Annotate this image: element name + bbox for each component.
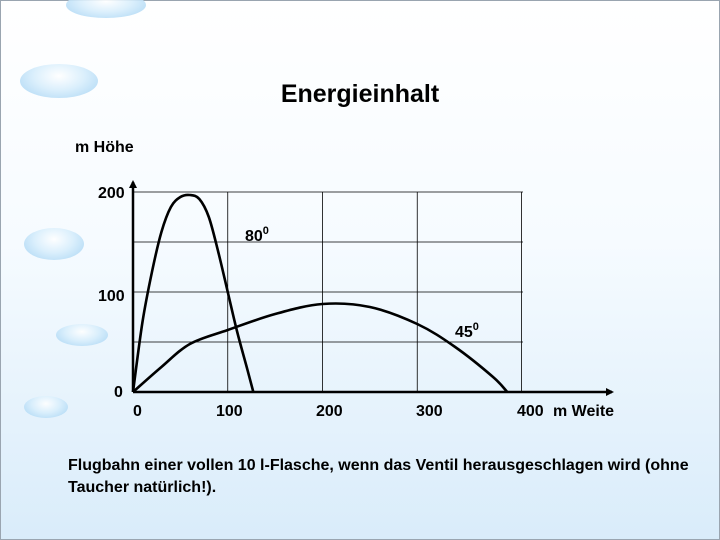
series-line-80 [131,193,255,393]
annotation-superscript: 0 [263,225,269,237]
y-tick-label: 0 [114,384,123,401]
decorative-bubble [24,396,68,418]
y-axis-label: m Höhe [75,139,134,156]
decorative-bubble [56,324,108,346]
chart-caption: Flugbahn einer vollen 10 l-Flasche, wenn… [68,457,689,496]
x-tick-label: 300 [416,403,443,420]
chart-title: Energieinhalt [280,80,440,108]
decorative-bubble [66,0,146,18]
x-tick-label: 100 [216,403,243,420]
y-tick-label: 100 [98,288,125,305]
series-annotation: 450 [455,321,479,341]
x-tick-label: 200 [316,403,343,420]
y-tick-label: 200 [98,185,125,202]
x-tick-label: 0 [133,403,142,420]
annotation-superscript: 0 [473,321,479,333]
decorative-bubble [24,228,84,260]
x-tick-label: 400 [517,403,544,420]
decorative-bubble [20,64,98,98]
series-line-45 [132,302,509,393]
x-axis-label: m Weite [553,403,614,420]
